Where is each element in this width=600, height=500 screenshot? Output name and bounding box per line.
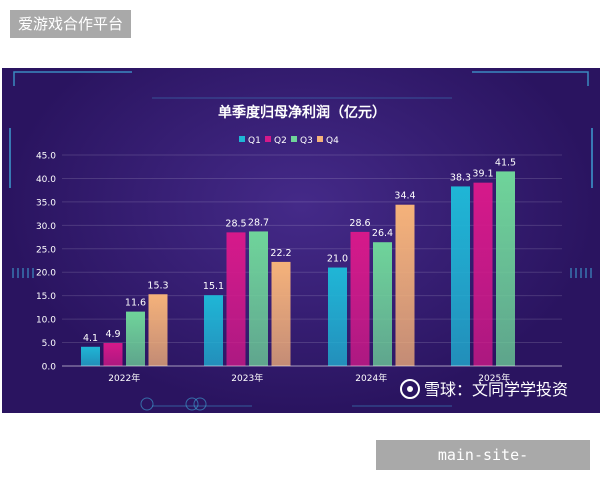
y-tick-label: 35.0 [36,198,56,208]
site-tag: 爱游戏合作平台 [10,10,132,38]
frame-tick-mark [17,268,19,278]
data-label: 22.2 [270,248,291,259]
frame-corner-top-left [13,71,132,86]
bar-q2-1 [226,232,246,366]
x-tick-label: 2025年 [478,372,510,384]
frame-tick-mark [575,268,577,278]
data-label: 39.1 [472,169,493,180]
legend-swatch-q4 [317,136,323,142]
data-label: 41.5 [495,157,516,168]
x-axis: 2022年 2023年 2024年 2025年 [62,365,562,384]
frame-circle-icon [140,397,154,411]
data-label: 15.3 [147,280,168,291]
data-label: 28.6 [349,218,370,229]
bar-q3-0 [126,311,145,366]
frame-circle-icon [193,397,207,411]
legend-label-q1: Q1 [248,136,261,146]
y-axis: 0.0 5.0 10.0 15.0 20.0 25.0 30.0 35.0 40.0 45.0 [36,152,56,373]
data-label: 4.9 [105,329,120,340]
y-tick-label: 0.0 [42,363,57,373]
bar-q1-0 [81,346,100,366]
data-label: 26.4 [372,228,393,239]
data-label: 15.1 [203,281,224,292]
frame-tick-mark [570,268,572,278]
x-tick-label: 2023年 [231,372,263,384]
legend-swatch-q2 [265,136,271,142]
frame-tick-mark [585,268,587,278]
watermark: 雪球：文同学学投资 [400,379,568,399]
data-label: 11.6 [125,298,146,309]
bar-q3-2 [373,242,392,366]
watermark-text: 雪球：文同学学投资 [424,380,568,399]
bar-q3-3 [496,171,515,366]
y-tick-label: 45.0 [36,152,56,162]
frame-tick-mark [32,268,34,278]
decorative-frame [9,71,593,411]
bar-q3-1 [249,231,268,366]
bar-q2-3 [473,182,493,366]
bar-q2-2 [350,231,370,366]
data-label: 4.1 [83,333,98,344]
bar-q4-0 [148,294,168,366]
quarterly-profit-chart: 单季度归母净利润（亿元） Q1 Q2 Q3 Q4 0.0 5.0 10.0 15.0 20.0… [9,71,593,411]
frame-tick-mark [12,268,14,278]
frame-tick-mark [590,268,592,278]
watermark-logo-dot-icon [407,386,413,392]
y-tick-label: 15.0 [36,292,56,302]
x-tick-label: 2022年 [108,372,140,384]
frame-corner-top-right [472,71,589,86]
data-label: 21.0 [327,254,348,265]
bar-q1-2 [328,267,347,366]
data-label: 28.7 [248,217,269,228]
y-tick-label: 40.0 [36,175,56,185]
frame-tick-mark [580,268,582,278]
legend-label-q2: Q2 [274,136,287,146]
frame-tick-mark [27,268,29,278]
y-tick-label: 30.0 [36,222,56,232]
legend-swatch-q1 [239,136,245,142]
bars: 4.1 15.1 21.0 38.3 4.9 28.5 28.6 39.1 11.6 28.7 26… [81,157,516,366]
data-label: 34.4 [394,191,415,202]
data-label: 28.5 [225,218,246,229]
legend-label-q3: Q3 [300,136,313,146]
bar-q4-1 [271,261,291,366]
bar-q1-3 [451,186,470,366]
y-tick-label: 5.0 [42,339,57,349]
y-tick-label: 10.0 [36,316,56,326]
frame-circle-icon [185,397,199,411]
chart-panel: 单季度归母净利润（亿元） Q1 Q2 Q3 Q4 0.0 5.0 10.0 15.0 20.0… [2,68,600,413]
legend: Q1 Q2 Q3 Q4 [239,136,339,146]
bar-q1-1 [204,295,223,366]
frame-tick-mark [22,268,24,278]
y-tick-label: 20.0 [36,269,56,279]
bar-q2-0 [103,343,123,366]
data-label: 38.3 [450,172,471,183]
x-tick-label: 2024年 [355,372,387,384]
legend-label-q4: Q4 [326,136,339,146]
watermark-logo-icon [400,379,420,399]
legend-swatch-q3 [291,136,297,142]
url-tag: main-site-aiyouxi.com.cn [376,440,590,494]
bar-q4-2 [395,204,415,366]
y-tick-label: 25.0 [36,245,56,255]
chart-title: 单季度归母净利润（亿元） [218,104,386,121]
